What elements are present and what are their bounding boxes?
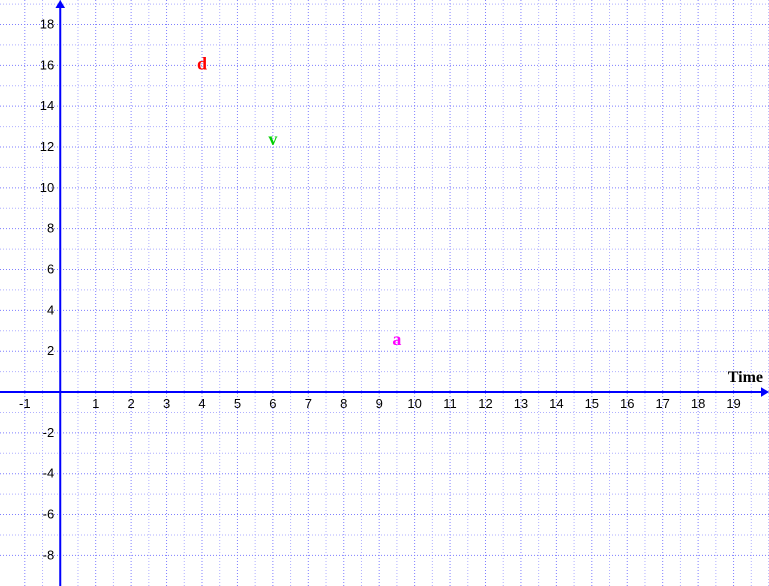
x-tick-label: 6 [269,396,276,411]
x-tick-label: 3 [163,396,170,411]
x-tick-label: 11 [443,396,457,411]
x-tick-label: 19 [726,396,740,411]
point-label-a: a [392,329,401,349]
y-tick-label: -8 [43,547,55,562]
y-tick-label: 4 [47,302,54,317]
y-tick-label: 2 [47,343,54,358]
x-tick-label: 4 [198,396,205,411]
x-tick-label: 10 [407,396,421,411]
x-tick-label: 17 [655,396,669,411]
coordinate-chart: -112345678910111213141516171819-8-6-4-22… [0,0,769,586]
x-tick-label: 12 [478,396,492,411]
y-tick-label: 12 [40,139,54,154]
point-label-v: v [268,129,277,149]
x-tick-label: -1 [19,396,31,411]
y-tick-label: -2 [43,425,55,440]
y-tick-label: 6 [47,262,54,277]
point-label-d: d [197,53,207,73]
y-tick-label: 14 [40,98,54,113]
x-tick-label: 2 [128,396,135,411]
chart-background [0,0,769,586]
x-tick-label: 15 [585,396,599,411]
x-tick-label: 7 [305,396,312,411]
x-tick-label: 1 [92,396,99,411]
x-tick-label: 9 [376,396,383,411]
y-tick-label: -6 [43,507,55,522]
x-tick-label: 14 [549,396,563,411]
y-tick-label: 16 [40,57,54,72]
x-tick-label: 8 [340,396,347,411]
y-tick-label: 18 [40,17,54,32]
y-tick-label: -4 [43,466,55,481]
x-tick-label: 16 [620,396,634,411]
x-tick-label: 13 [514,396,528,411]
x-axis-label: Time [728,369,763,386]
x-tick-label: 18 [691,396,705,411]
y-tick-label: 8 [47,221,54,236]
y-tick-label: 10 [40,180,54,195]
x-tick-label: 5 [234,396,241,411]
